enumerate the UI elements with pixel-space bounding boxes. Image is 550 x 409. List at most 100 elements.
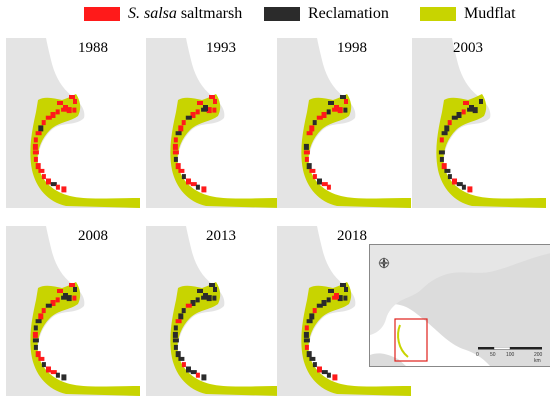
mudflat-area	[301, 94, 411, 208]
reclamation-patch	[309, 356, 316, 361]
saltmarsh-patch	[175, 319, 182, 324]
reclamation-patch	[316, 303, 323, 308]
reclamation-patch	[55, 372, 60, 378]
reclamation-patch	[343, 107, 348, 113]
saltmarsh-patch	[72, 107, 77, 113]
saltmarsh-patch	[61, 186, 67, 193]
saltmarsh-patch	[321, 112, 327, 118]
saltmarsh-patch	[73, 99, 77, 104]
map-legend: S. salsa saltmarsh Reclamation Mudflat	[0, 2, 550, 28]
year-label: 1993	[206, 40, 236, 56]
saltmarsh-patch	[33, 137, 38, 143]
reclamation-patch	[190, 300, 196, 306]
reclamation-patch	[63, 293, 68, 299]
reclamation-patch	[312, 120, 317, 126]
reclamation-patch	[173, 156, 178, 162]
mudflat-area	[30, 94, 140, 208]
inset-land-south	[370, 353, 406, 366]
saltmarsh-patch	[172, 143, 178, 150]
reclamation-patch	[306, 351, 312, 358]
reclamation-patch	[173, 325, 178, 331]
scale-bar	[478, 347, 542, 350]
saltmarsh-patch	[213, 99, 217, 104]
saltmarsh-patch	[41, 308, 46, 314]
reclamation-patch	[41, 362, 46, 368]
reclamation-patch	[328, 101, 334, 105]
saltmarsh-patch	[72, 295, 77, 301]
saltmarsh-patch	[35, 351, 41, 358]
reclamation-patch	[326, 297, 331, 303]
saltmarsh-patch	[306, 131, 313, 136]
legend-item-saltmarsh: S. salsa saltmarsh	[84, 2, 242, 26]
saltmarsh-patch	[326, 184, 331, 190]
saltmarsh-patch	[197, 101, 203, 105]
saltmarsh-patch	[181, 120, 186, 126]
saltmarsh-patch	[57, 289, 63, 293]
mudflat-area	[301, 282, 411, 396]
reclamation-patch	[303, 338, 310, 343]
saltmarsh-patch	[312, 174, 317, 180]
saltmarsh-patch	[69, 95, 75, 99]
saltmarsh-patch	[41, 174, 46, 180]
scale-label-0: 0	[476, 352, 479, 358]
reclamation-patch	[479, 99, 483, 104]
reclamation-patch	[328, 289, 334, 293]
legend-item-mudflat: Mudflat	[420, 2, 516, 26]
map-panel-2003: 2003	[412, 38, 546, 208]
saltmarsh-patch	[321, 182, 328, 187]
reclamation-patch	[317, 178, 322, 185]
reclamation-patch	[337, 295, 343, 302]
mudflat-area	[436, 94, 546, 208]
year-label: 2008	[78, 228, 108, 244]
saltmarsh-patch	[190, 112, 196, 118]
saltmarsh-patch	[201, 186, 207, 193]
saltmarsh-patch	[35, 163, 41, 170]
land-area	[277, 226, 411, 396]
saltmarsh-patch	[50, 370, 57, 375]
reclamation-patch	[38, 125, 44, 132]
map-panel-1993: 1993	[146, 38, 280, 208]
reclamation-patch	[181, 308, 186, 314]
map-panel-1988: 1988	[6, 38, 140, 208]
reclamation-patch	[33, 344, 38, 350]
reclamation-patch	[444, 125, 450, 132]
saltmarsh-patch	[195, 372, 200, 378]
land-area	[146, 226, 280, 396]
overview-inset-svg	[370, 245, 550, 366]
mudflat-area	[170, 94, 280, 208]
reclamation-patch	[172, 338, 179, 343]
reclamation-patch	[326, 372, 331, 378]
year-label: 2018	[337, 228, 367, 244]
reclamation-patch	[326, 109, 331, 115]
reclamation-patch	[340, 95, 346, 99]
legend-item-reclamation: Reclamation	[264, 2, 389, 26]
reclamation-patch	[195, 184, 200, 190]
saltmarsh-patch	[173, 137, 178, 143]
reclamation-patch	[66, 295, 72, 302]
legend-label-saltmarsh: S. salsa saltmarsh	[128, 5, 243, 22]
reclamation-patch	[201, 374, 207, 381]
saltmarsh-patch	[38, 168, 45, 173]
reclamation-patch	[321, 370, 328, 375]
reclamation-patch	[61, 374, 67, 381]
reclamation-patch	[185, 115, 192, 120]
saltmarsh-patch	[334, 105, 339, 111]
saltmarsh-patch	[35, 131, 42, 136]
map-panel-2008: 2008	[6, 226, 140, 396]
reclamation-patch	[439, 156, 444, 162]
saltmarsh-patch	[38, 313, 44, 320]
reclamation-patch	[303, 331, 309, 338]
map-svg	[412, 38, 546, 208]
mudflat-area	[170, 282, 280, 396]
map-svg	[146, 38, 280, 208]
reclamation-patch	[209, 283, 215, 287]
reclamation-patch	[461, 184, 466, 190]
reclamation-patch	[213, 287, 217, 292]
scale-label-100: 100	[506, 352, 515, 358]
saltmarsh-patch	[50, 300, 56, 306]
saltmarsh-patch	[175, 163, 181, 170]
saltmarsh-patch	[38, 356, 45, 361]
reclamation-patch	[172, 331, 178, 338]
land-area	[277, 38, 411, 208]
reclamation-patch	[33, 325, 38, 331]
